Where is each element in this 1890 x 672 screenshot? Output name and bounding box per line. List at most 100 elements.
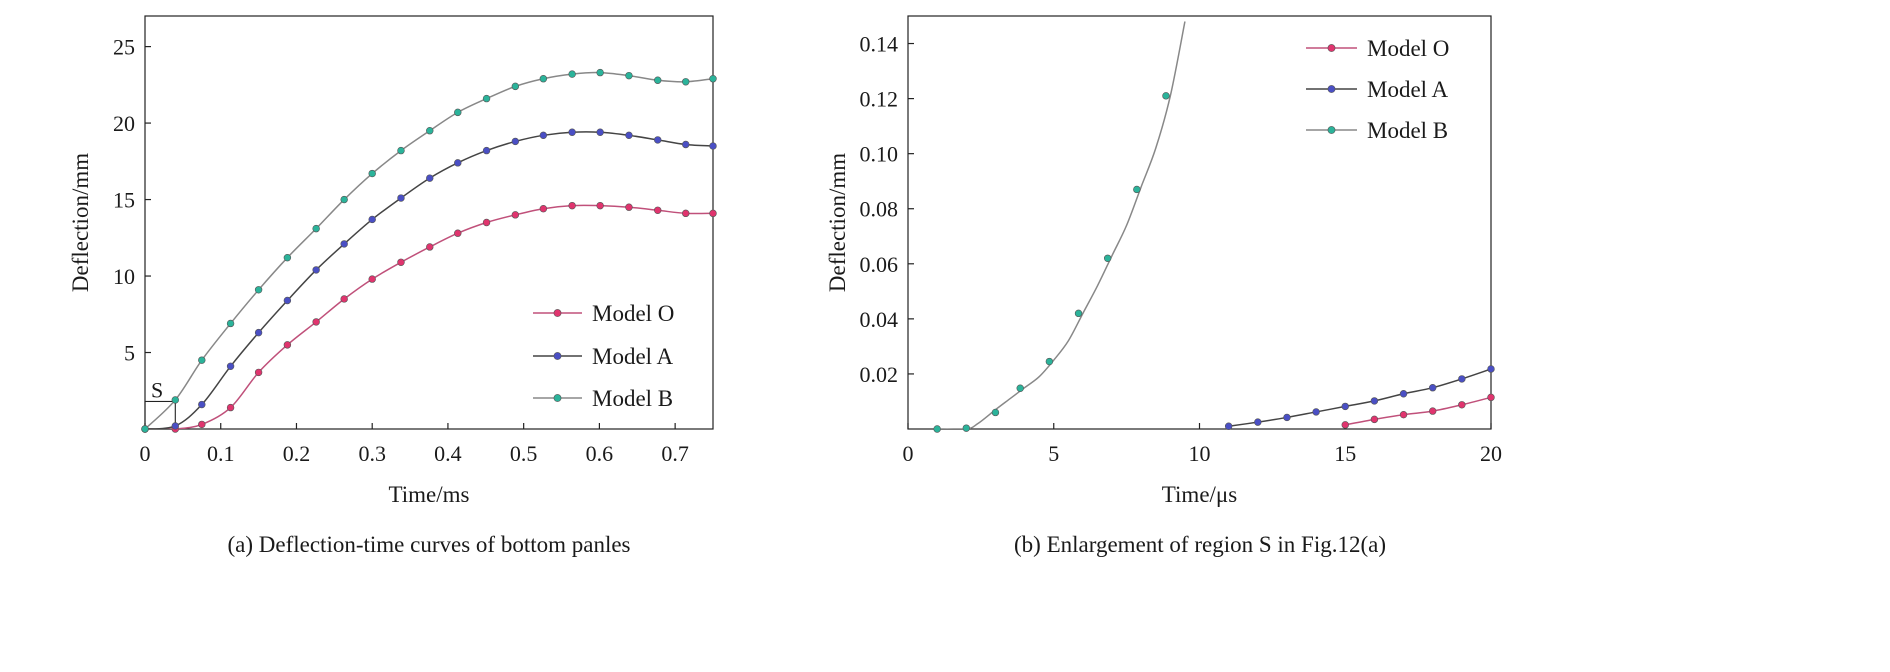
data-point-model-a <box>1458 375 1466 383</box>
legend-label: Model B <box>592 386 673 411</box>
x-tick-label: 20 <box>1480 441 1502 466</box>
data-point-model-a <box>1312 408 1320 416</box>
y-tick-label: 0.06 <box>860 252 899 277</box>
data-point-model-b <box>596 68 604 77</box>
x-axis-label: Time/μs <box>1162 482 1237 507</box>
legend-label: Model B <box>1367 118 1448 143</box>
data-point-model-a <box>340 240 348 248</box>
data-point-model-o <box>426 243 434 251</box>
data-point-model-o <box>312 318 320 326</box>
data-point-model-a <box>254 328 263 337</box>
data-point-model-a <box>171 422 179 430</box>
data-point-model-o <box>1428 407 1437 415</box>
data-point-model-b <box>141 425 149 433</box>
data-point-model-a <box>1341 402 1349 411</box>
panel-a-chart: 0 0.1 0.2 0.3 0.4 0.5 0.6 0.7 5 10 15 20 25 Time/ms De… <box>68 15 717 557</box>
x-tick-label: 15 <box>1334 441 1356 466</box>
data-point-model-o <box>1399 410 1408 419</box>
y-tick-label: 0.10 <box>860 142 899 167</box>
legend-marker <box>1327 85 1336 93</box>
data-point-model-o <box>654 206 662 214</box>
x-tick-label: 0 <box>903 441 914 466</box>
data-point-model-a <box>426 174 434 182</box>
data-point-model-b <box>933 425 941 433</box>
y-tick-label: 0.12 <box>860 87 899 112</box>
data-point-model-o <box>625 203 633 211</box>
legend-marker <box>1327 44 1336 52</box>
data-point-model-o <box>1341 421 1349 429</box>
data-point-model-b <box>254 286 263 294</box>
data-point-model-a <box>368 215 376 224</box>
data-point-model-b <box>709 75 717 83</box>
data-point-model-b <box>340 195 348 204</box>
data-point-model-o <box>340 295 348 303</box>
data-point-model-a <box>454 159 462 167</box>
data-point-model-o <box>596 201 604 210</box>
panel-b-chart: 0 5 10 15 20 0.02 0.04 0.06 0.08 0.10 0.12 0.14 Time… <box>825 15 1502 557</box>
data-point-model-a <box>1428 384 1437 392</box>
region-s-label: S <box>151 377 163 402</box>
data-point-model-a <box>397 194 405 202</box>
data-point-model-a <box>482 146 491 155</box>
data-point-model-o <box>454 229 462 237</box>
data-point-model-a <box>1487 365 1495 373</box>
data-point-model-o <box>511 211 520 219</box>
data-point-model-o <box>482 218 491 227</box>
y-tick-label: 25 <box>113 35 135 60</box>
data-point-model-b <box>454 108 462 117</box>
data-point-model-a <box>568 128 576 136</box>
data-point-model-a <box>654 136 662 144</box>
legend-marker <box>553 309 562 317</box>
data-point-model-a <box>1370 397 1379 405</box>
data-point-model-a <box>312 266 320 274</box>
data-point-model-b <box>568 70 576 78</box>
data-point-model-b <box>625 71 633 80</box>
data-point-model-a <box>1399 390 1408 398</box>
data-point-model-b <box>1016 384 1024 392</box>
legend-label: Model O <box>1367 36 1449 61</box>
y-tick-label: 5 <box>124 341 135 366</box>
figure-caption: (a) Deflection-time curves of bottom pan… <box>228 532 631 557</box>
data-point-model-b <box>312 224 320 233</box>
x-tick-label: 0 <box>140 441 151 466</box>
data-point-model-o <box>368 275 376 283</box>
legend-marker <box>553 394 562 402</box>
series-line-model-b <box>145 71 713 429</box>
y-axis-label: Deflection/mm <box>68 153 93 292</box>
x-tick-label: 0.5 <box>510 441 538 466</box>
series-line-model-o <box>1345 396 1491 426</box>
y-tick-label: 0.02 <box>860 362 899 387</box>
y-axis-label: Deflection/mm <box>825 153 850 292</box>
data-point-model-o <box>568 201 576 210</box>
y-tick-label: 0.04 <box>860 307 899 332</box>
data-point-model-b <box>539 75 548 83</box>
legend-label: Model O <box>592 301 674 326</box>
data-point-model-a <box>226 362 235 370</box>
x-tick-label: 0.2 <box>283 441 311 466</box>
data-point-model-o <box>198 420 206 429</box>
x-tick-label: 10 <box>1189 441 1211 466</box>
x-tick-label: 0.1 <box>207 441 235 466</box>
data-point-model-o <box>1370 415 1379 424</box>
legend-marker <box>1327 126 1336 134</box>
legend-label: Model A <box>1367 77 1449 102</box>
data-point-model-o <box>1458 401 1466 409</box>
data-point-model-b <box>283 253 292 262</box>
x-tick-label: 0.7 <box>661 441 689 466</box>
data-point-model-a <box>511 137 520 146</box>
x-tick-label: 5 <box>1048 441 1059 466</box>
data-point-model-b <box>226 319 235 328</box>
data-point-model-a <box>283 296 292 305</box>
data-point-model-a <box>1254 418 1262 426</box>
series-line-model-b <box>937 21 1186 429</box>
data-point-model-b <box>1103 254 1112 262</box>
data-point-model-b <box>962 424 970 432</box>
figure-caption: (b) Enlargement of region S in Fig.12(a) <box>1014 532 1386 557</box>
y-tick-label: 15 <box>113 188 135 213</box>
data-point-model-b <box>654 76 662 84</box>
y-tick-label: 0.08 <box>860 197 899 222</box>
data-point-model-a <box>682 140 690 149</box>
data-point-model-o <box>1487 393 1495 402</box>
data-point-model-a <box>625 131 633 140</box>
